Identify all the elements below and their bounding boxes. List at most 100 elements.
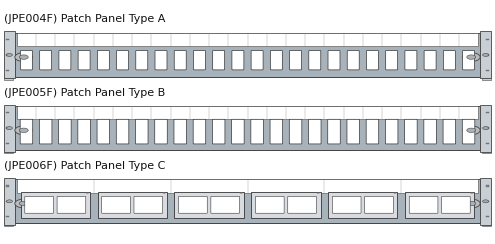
Bar: [486, 54, 489, 56]
FancyBboxPatch shape: [116, 119, 129, 144]
Circle shape: [394, 192, 396, 193]
Bar: [4, 77, 491, 78]
FancyBboxPatch shape: [78, 119, 91, 144]
FancyBboxPatch shape: [405, 51, 417, 70]
FancyBboxPatch shape: [443, 119, 455, 144]
FancyBboxPatch shape: [155, 119, 167, 144]
FancyBboxPatch shape: [290, 51, 301, 70]
FancyBboxPatch shape: [289, 119, 302, 144]
Circle shape: [470, 192, 473, 193]
FancyBboxPatch shape: [462, 119, 475, 144]
Circle shape: [483, 53, 489, 56]
Bar: [482, 78, 491, 80]
Circle shape: [462, 53, 480, 61]
FancyBboxPatch shape: [404, 119, 417, 144]
Bar: [4, 152, 13, 153]
FancyBboxPatch shape: [365, 196, 394, 213]
Circle shape: [15, 199, 33, 208]
Circle shape: [317, 192, 320, 193]
FancyBboxPatch shape: [40, 119, 52, 144]
FancyBboxPatch shape: [309, 51, 321, 70]
Circle shape: [19, 128, 28, 132]
Bar: [6, 54, 9, 56]
Bar: [17, 179, 478, 193]
FancyBboxPatch shape: [193, 119, 206, 144]
FancyBboxPatch shape: [366, 119, 379, 144]
Bar: [15, 33, 480, 77]
FancyBboxPatch shape: [386, 51, 397, 70]
Bar: [486, 39, 489, 40]
FancyBboxPatch shape: [288, 196, 316, 213]
Circle shape: [15, 53, 33, 61]
Bar: [174, 192, 244, 218]
FancyBboxPatch shape: [58, 119, 71, 144]
Bar: [482, 152, 491, 153]
FancyBboxPatch shape: [25, 196, 53, 213]
Text: (JPE005F) Patch Panel Type B: (JPE005F) Patch Panel Type B: [4, 88, 165, 98]
FancyBboxPatch shape: [211, 196, 240, 213]
FancyBboxPatch shape: [134, 196, 163, 213]
Circle shape: [467, 128, 476, 132]
FancyBboxPatch shape: [40, 51, 51, 70]
Bar: [4, 105, 15, 152]
FancyBboxPatch shape: [194, 51, 205, 70]
Bar: [486, 216, 489, 217]
Circle shape: [19, 55, 28, 59]
FancyBboxPatch shape: [347, 119, 359, 144]
Bar: [17, 106, 478, 119]
Circle shape: [6, 53, 12, 56]
FancyBboxPatch shape: [328, 119, 340, 144]
Bar: [486, 127, 489, 129]
Circle shape: [483, 200, 489, 203]
FancyBboxPatch shape: [308, 119, 321, 144]
FancyBboxPatch shape: [155, 51, 167, 70]
Bar: [6, 216, 9, 217]
FancyBboxPatch shape: [386, 119, 398, 144]
Circle shape: [6, 127, 12, 130]
Bar: [480, 105, 491, 152]
FancyBboxPatch shape: [101, 196, 130, 213]
Bar: [4, 78, 13, 80]
Bar: [6, 185, 9, 187]
FancyBboxPatch shape: [444, 51, 455, 70]
FancyBboxPatch shape: [255, 196, 284, 213]
Bar: [6, 70, 9, 71]
FancyBboxPatch shape: [409, 196, 438, 213]
FancyBboxPatch shape: [366, 51, 379, 70]
Circle shape: [467, 55, 476, 59]
Bar: [4, 150, 491, 151]
Text: (JPE006F) Patch Panel Type C: (JPE006F) Patch Panel Type C: [4, 161, 165, 171]
Circle shape: [15, 126, 33, 135]
Bar: [17, 33, 478, 46]
Bar: [4, 31, 15, 78]
FancyBboxPatch shape: [251, 119, 263, 144]
FancyBboxPatch shape: [462, 51, 475, 70]
FancyBboxPatch shape: [232, 119, 244, 144]
Bar: [480, 31, 491, 78]
FancyBboxPatch shape: [424, 51, 436, 70]
Bar: [486, 185, 489, 187]
FancyBboxPatch shape: [98, 51, 109, 70]
Bar: [4, 178, 15, 225]
Bar: [6, 127, 9, 129]
Bar: [486, 112, 489, 113]
Circle shape: [6, 200, 12, 203]
Bar: [482, 225, 491, 226]
Circle shape: [86, 192, 89, 193]
Bar: [98, 192, 167, 218]
FancyBboxPatch shape: [97, 119, 109, 144]
Bar: [6, 39, 9, 40]
Circle shape: [462, 199, 480, 208]
FancyBboxPatch shape: [328, 51, 340, 70]
Bar: [4, 225, 13, 226]
Circle shape: [483, 127, 489, 130]
FancyBboxPatch shape: [59, 51, 71, 70]
FancyBboxPatch shape: [136, 119, 148, 144]
FancyBboxPatch shape: [116, 51, 129, 70]
FancyBboxPatch shape: [174, 51, 186, 70]
Bar: [6, 112, 9, 113]
FancyBboxPatch shape: [270, 51, 282, 70]
Circle shape: [467, 201, 476, 206]
FancyBboxPatch shape: [174, 119, 187, 144]
FancyBboxPatch shape: [442, 196, 470, 213]
